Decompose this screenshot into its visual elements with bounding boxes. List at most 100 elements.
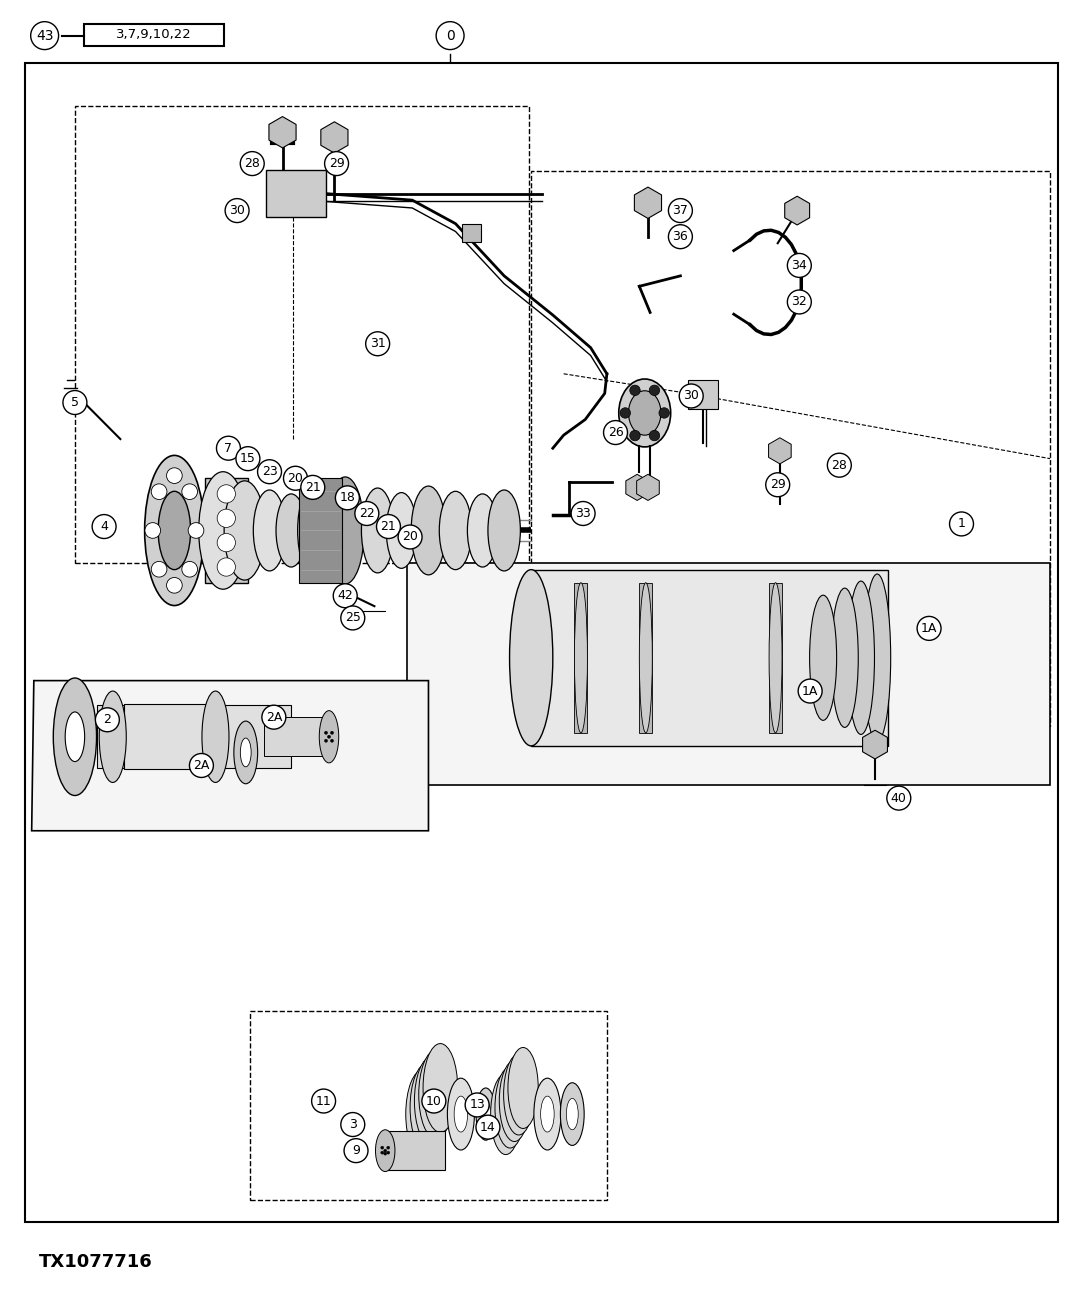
Circle shape: [630, 385, 641, 395]
Text: 32: 32: [791, 296, 808, 309]
Ellipse shape: [640, 583, 653, 733]
Circle shape: [335, 486, 360, 509]
Circle shape: [217, 534, 235, 552]
Text: 18: 18: [339, 491, 356, 504]
Circle shape: [887, 787, 911, 810]
Ellipse shape: [448, 1079, 475, 1151]
Circle shape: [380, 1151, 384, 1155]
Text: 23: 23: [261, 465, 278, 478]
Circle shape: [620, 407, 631, 418]
Ellipse shape: [566, 1098, 578, 1130]
Circle shape: [387, 1147, 390, 1149]
Circle shape: [301, 475, 325, 499]
Ellipse shape: [198, 471, 247, 589]
Bar: [462, 224, 481, 242]
Bar: [83, 24, 224, 46]
Text: 2A: 2A: [266, 711, 282, 724]
Circle shape: [765, 473, 789, 496]
Bar: [769, 583, 782, 733]
Ellipse shape: [848, 581, 875, 734]
Circle shape: [669, 225, 693, 249]
Text: 30: 30: [229, 204, 245, 217]
Ellipse shape: [411, 486, 446, 575]
Circle shape: [950, 512, 973, 535]
Circle shape: [340, 1113, 364, 1136]
Bar: [75, 106, 529, 563]
Text: 3,7,9,10,22: 3,7,9,10,22: [116, 29, 192, 42]
Ellipse shape: [769, 583, 782, 733]
Ellipse shape: [224, 480, 266, 580]
Text: 34: 34: [791, 259, 808, 272]
Text: 21: 21: [380, 520, 397, 533]
Circle shape: [95, 708, 119, 732]
Ellipse shape: [534, 1079, 560, 1151]
Ellipse shape: [488, 490, 520, 571]
Text: 28: 28: [244, 157, 260, 170]
Ellipse shape: [831, 588, 859, 728]
Circle shape: [476, 1115, 500, 1139]
Circle shape: [152, 562, 167, 577]
Ellipse shape: [326, 476, 364, 584]
Ellipse shape: [504, 1054, 534, 1135]
Text: 25: 25: [345, 611, 361, 624]
Circle shape: [604, 420, 628, 445]
Ellipse shape: [481, 1101, 491, 1127]
Text: TX1077716: TX1077716: [39, 1253, 153, 1271]
Text: 11: 11: [315, 1094, 332, 1107]
Text: 26: 26: [608, 425, 623, 439]
Text: 31: 31: [370, 338, 386, 351]
Text: 29: 29: [770, 478, 786, 491]
Bar: [205, 478, 248, 583]
Circle shape: [798, 679, 822, 703]
Ellipse shape: [65, 712, 85, 762]
Circle shape: [63, 390, 87, 415]
Text: 4: 4: [100, 520, 108, 533]
Text: 10: 10: [426, 1094, 442, 1107]
Ellipse shape: [254, 490, 286, 571]
Circle shape: [659, 407, 670, 418]
Text: 28: 28: [831, 458, 848, 471]
Circle shape: [340, 606, 364, 630]
Text: 21: 21: [305, 480, 321, 493]
Text: 20: 20: [287, 471, 304, 484]
Text: 40: 40: [891, 792, 906, 805]
Circle shape: [384, 1152, 387, 1155]
Ellipse shape: [410, 1063, 444, 1152]
Ellipse shape: [414, 1056, 449, 1145]
Ellipse shape: [467, 493, 498, 567]
Text: 7: 7: [224, 441, 232, 454]
Circle shape: [422, 1089, 446, 1113]
Text: 1A: 1A: [802, 685, 818, 698]
Text: 29: 29: [328, 157, 345, 170]
Circle shape: [167, 467, 182, 483]
Circle shape: [30, 22, 59, 50]
Circle shape: [241, 152, 264, 175]
Circle shape: [649, 385, 660, 395]
Circle shape: [152, 484, 167, 500]
Text: 3: 3: [349, 1118, 357, 1131]
Circle shape: [182, 484, 197, 500]
Bar: [575, 583, 588, 733]
Ellipse shape: [495, 1067, 526, 1148]
Bar: [640, 583, 653, 733]
Ellipse shape: [276, 493, 307, 567]
Bar: [96, 706, 292, 768]
Ellipse shape: [298, 483, 332, 577]
Ellipse shape: [202, 691, 229, 783]
Circle shape: [649, 431, 660, 441]
Circle shape: [92, 514, 116, 538]
Circle shape: [436, 22, 464, 50]
Ellipse shape: [509, 569, 553, 746]
Circle shape: [331, 732, 334, 734]
Bar: [688, 381, 719, 408]
Circle shape: [571, 501, 595, 525]
Ellipse shape: [541, 1096, 554, 1132]
Circle shape: [331, 740, 334, 742]
Circle shape: [630, 431, 641, 441]
Ellipse shape: [375, 1130, 395, 1172]
Bar: [264, 717, 330, 757]
Circle shape: [217, 558, 235, 576]
Text: 14: 14: [480, 1121, 495, 1134]
Text: 30: 30: [683, 390, 699, 402]
Bar: [250, 1011, 607, 1200]
